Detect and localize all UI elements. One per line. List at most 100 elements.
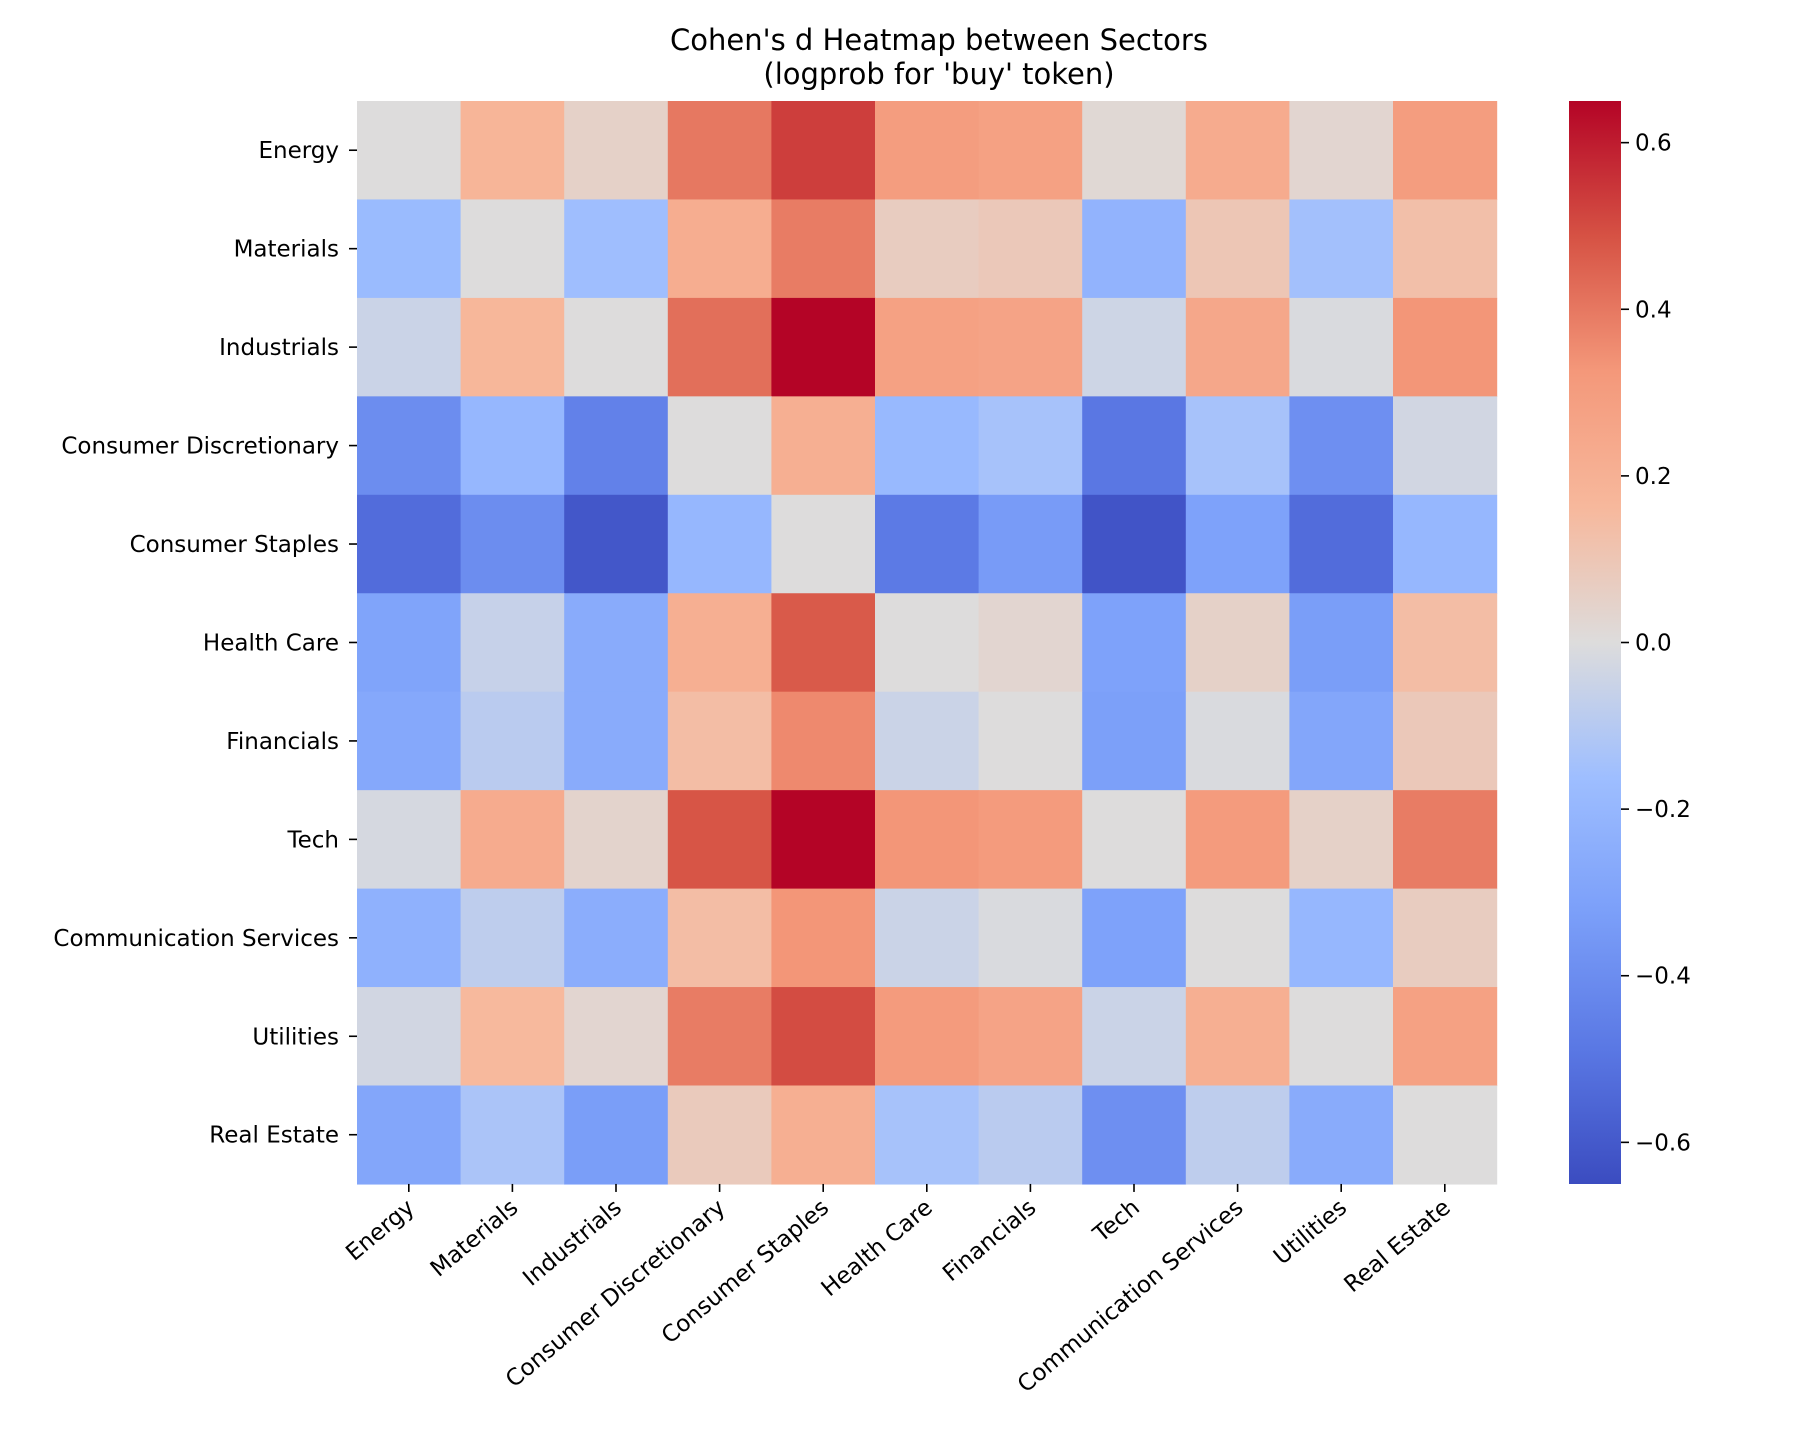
heatmap-cell [771, 494, 876, 594]
heatmap-cell [1289, 691, 1394, 791]
heatmap-cell [771, 101, 876, 201]
heatmap-cell [564, 297, 669, 397]
heatmap-cell [978, 396, 1083, 496]
heatmap-cell [1393, 1085, 1498, 1185]
x-tick-label: Energy [341, 1195, 419, 1267]
heatmap-cell [667, 1085, 772, 1185]
heatmap-cell [357, 297, 462, 397]
heatmap-cell [771, 888, 876, 988]
heatmap-cell [875, 888, 980, 988]
heatmap-cell [1185, 101, 1290, 201]
heatmap-cell [1185, 790, 1290, 890]
heatmap-cell [875, 494, 980, 594]
y-tick-label: Real Estate [209, 1123, 339, 1149]
heatmap-cell [875, 297, 980, 397]
heatmap-cell [564, 1085, 669, 1185]
heatmap-cell [460, 593, 565, 693]
heatmap-cell [978, 593, 1083, 693]
y-tick-label: Financials [226, 729, 339, 755]
heatmap-cell [771, 691, 876, 791]
x-tick-label: Financials [938, 1195, 1041, 1287]
y-tick-label: Health Care [203, 630, 339, 656]
heatmap-cell [978, 790, 1083, 890]
heatmap-cell [1393, 297, 1498, 397]
heatmap-cell [771, 1085, 876, 1185]
colorbar-tick-label: 0.0 [1635, 631, 1672, 657]
colorbar-tick-label: 0.2 [1635, 464, 1672, 490]
x-tick-label: Real Estate [1340, 1195, 1456, 1298]
heatmap-cell [1289, 1085, 1394, 1185]
row-labels: Energy Materials Industrials Consumer Discr… [53, 138, 357, 1149]
heatmap-cell [978, 101, 1083, 201]
y-tick-label: Energy [258, 138, 339, 164]
heatmap-cell [1082, 101, 1187, 201]
heatmap-cell [875, 987, 980, 1087]
heatmap-cell [978, 691, 1083, 791]
y-tick-label: Materials [234, 237, 339, 263]
heatmap-cell [357, 987, 462, 1087]
heatmap-cell [357, 494, 462, 594]
heatmap-cell [978, 297, 1083, 397]
heatmap-cell [667, 494, 772, 594]
heatmap-cell [978, 1085, 1083, 1185]
heatmap-cell [460, 987, 565, 1087]
heatmap-cell [1393, 987, 1498, 1087]
x-tick-label: Consumer Staples [657, 1195, 834, 1350]
heatmap-cell [357, 396, 462, 496]
heatmap-cell [357, 593, 462, 693]
heatmap-cell [771, 790, 876, 890]
heatmap-cell [1289, 987, 1394, 1087]
heatmap-cell [875, 101, 980, 201]
y-tick-label: Utilities [252, 1024, 339, 1050]
heatmap-cell [667, 199, 772, 299]
heatmap-cell [771, 199, 876, 299]
heatmap-cell [1393, 101, 1498, 201]
x-tick-label: Tech [1088, 1195, 1145, 1249]
y-tick-label: Consumer Discretionary [61, 434, 339, 460]
heatmap-cell [460, 297, 565, 397]
heatmap-cell [1185, 888, 1290, 988]
heatmap-cell [1082, 987, 1187, 1087]
heatmap-cell [564, 888, 669, 988]
colorbar: 0.6 0.4 0.2 0.0 −0.2 −0.4 −0.6 [1569, 101, 1691, 1184]
heatmap-cell [460, 199, 565, 299]
colorbar-tick-label: 0.4 [1635, 297, 1672, 323]
heatmap-cell [1289, 790, 1394, 890]
heatmap-cell [1082, 593, 1187, 693]
heatmap-cell [667, 593, 772, 693]
y-tick-label: Industrials [219, 335, 339, 361]
heatmap-cell [1082, 888, 1187, 988]
heatmap-cell [460, 790, 565, 890]
heatmap-cell [667, 691, 772, 791]
heatmap-cell [1185, 987, 1290, 1087]
colorbar-tick-label: −0.6 [1635, 1130, 1691, 1156]
heatmap-cell [357, 790, 462, 890]
heatmap-cell [357, 199, 462, 299]
colorbar-tick-label: −0.4 [1635, 964, 1691, 990]
colorbar-tick-label: −0.2 [1635, 797, 1691, 823]
heatmap-cell [1185, 297, 1290, 397]
heatmap-cell [564, 396, 669, 496]
chart-title: Cohen's d Heatmap between Sectors [670, 23, 1208, 57]
heatmap-cell [771, 593, 876, 693]
heatmap-cell [1082, 790, 1187, 890]
heatmap-cell [1289, 297, 1394, 397]
heatmap-cell [1185, 593, 1290, 693]
heatmap-cell [564, 691, 669, 791]
heatmap-cell [460, 691, 565, 791]
heatmap-cell [1393, 691, 1498, 791]
heatmap-cell [1393, 888, 1498, 988]
heatmap-cell [357, 691, 462, 791]
heatmap-cell [357, 888, 462, 988]
heatmap-cell [771, 297, 876, 397]
heatmap-cell [667, 987, 772, 1087]
heatmap-cell [978, 199, 1083, 299]
y-tick-label: Tech [286, 827, 339, 853]
heatmap-cell [875, 790, 980, 890]
heatmap-cell [875, 691, 980, 791]
heatmap-cell [1185, 396, 1290, 496]
heatmap-cell [357, 101, 462, 201]
heatmap-cell [1082, 494, 1187, 594]
